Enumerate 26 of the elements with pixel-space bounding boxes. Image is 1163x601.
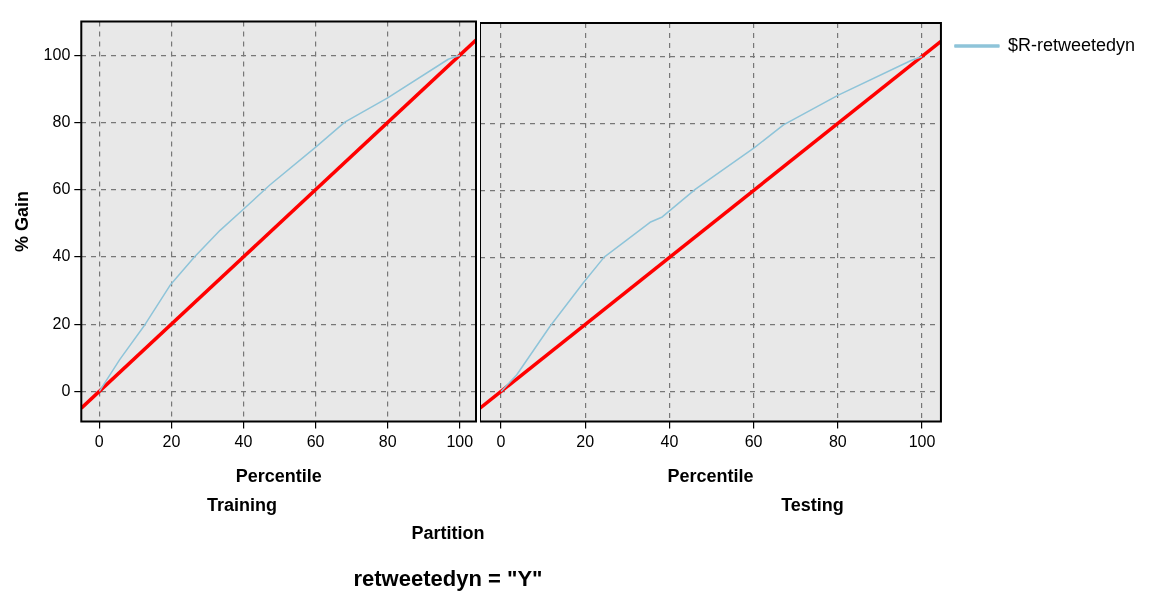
y-tick-label: 80 — [52, 112, 71, 130]
text: Training — [206, 495, 278, 516]
x-tick-label: 100 — [446, 432, 474, 450]
text: Partition — [410, 523, 486, 544]
x-tick-label: 80 — [378, 432, 397, 450]
x-tick-label: 100 — [908, 432, 936, 450]
y-axis-title: % Gain — [11, 191, 32, 253]
x-tick-label: 40 — [234, 432, 253, 450]
y-tick-label: 60 — [52, 180, 71, 198]
x-tick-label: 0 — [94, 432, 104, 450]
text: retweetedyn = "Y" — [352, 566, 544, 592]
text: Testing — [781, 495, 844, 516]
x-axis-title: Percentile — [235, 465, 322, 486]
y-tick-label: 40 — [52, 247, 71, 265]
x-tick-label: 60 — [306, 432, 325, 450]
y-tick-label: 20 — [52, 314, 71, 332]
y-tick-label: 100 — [43, 45, 71, 63]
x-tick-label: 20 — [162, 432, 181, 450]
x-tick-label: 20 — [576, 432, 595, 450]
y-tick-label: 0 — [61, 381, 71, 399]
x-tick-label: 0 — [496, 432, 506, 450]
x-axis-title: Percentile — [667, 465, 754, 486]
legend-label: $R-retweetedyn — [1007, 34, 1136, 55]
x-tick-label: 40 — [660, 432, 679, 450]
x-tick-label: 60 — [744, 432, 763, 450]
x-tick-label: 80 — [828, 432, 847, 450]
